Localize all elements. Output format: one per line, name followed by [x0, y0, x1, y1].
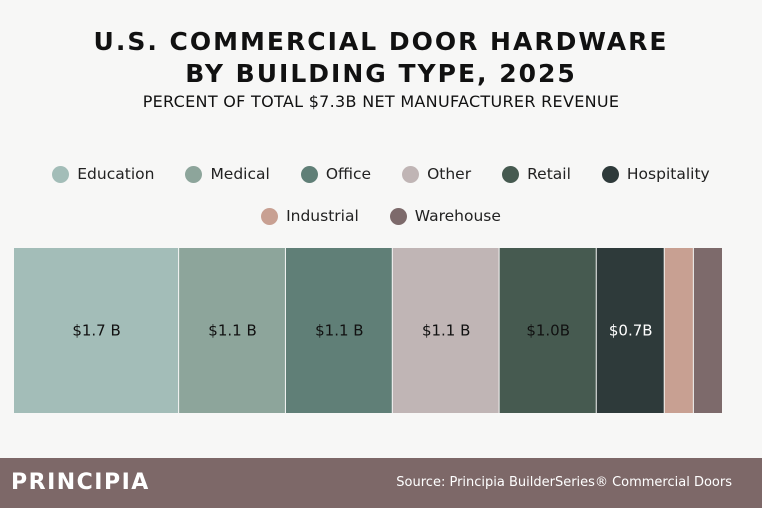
legend-item-medical: Medical	[185, 165, 270, 183]
data-label-office: $1.1 B	[315, 322, 363, 340]
legend-row-2: Industrial Warehouse	[0, 207, 762, 225]
legend-item-retail: Retail	[502, 165, 571, 183]
legend-label: Hospitality	[626, 165, 710, 183]
legend-item-warehouse: Warehouse	[389, 207, 501, 225]
chart-title-line-2: BY BUILDING TYPE, 2025	[185, 59, 577, 88]
bar-segment-medical	[179, 248, 285, 413]
bar-segment-warehouse	[693, 248, 722, 413]
data-label-retail: $1.0B	[526, 322, 570, 340]
bar-segment-office	[285, 248, 392, 413]
legend-label: Office	[325, 165, 372, 183]
legend-swatch	[52, 165, 70, 183]
bar-segment-industrial	[664, 248, 693, 413]
legend-item-education: Education	[52, 165, 154, 183]
legend-label: Education	[77, 165, 155, 183]
bar-segment-retail	[499, 248, 596, 413]
legend-label: Medical	[210, 165, 270, 183]
data-label-medical: $1.1 B	[208, 322, 256, 340]
stacked-bar-chart: $1.7 B $1.1 B $1.1 B $1.1 B $1.0B $0.7B	[14, 248, 722, 413]
bar-segment-hospitality	[596, 248, 664, 413]
bar-segment-other	[392, 248, 499, 413]
legend-swatch	[389, 207, 407, 225]
bar-segment-education	[14, 248, 179, 413]
legend-label: Retail	[527, 165, 571, 183]
legend-swatch	[402, 165, 420, 183]
legend-swatch	[185, 165, 203, 183]
data-label-other: $1.1 B	[422, 322, 470, 340]
legend-swatch	[300, 165, 318, 183]
data-label-education: $1.7 B	[72, 322, 120, 340]
legend-item-hospitality: Hospitality	[601, 165, 710, 183]
source-note: Source: Principia BuilderSeries® Commerc…	[396, 475, 732, 490]
legend-item-office: Office	[300, 165, 372, 183]
legend-label: Warehouse	[414, 207, 501, 225]
legend-row-1: Education Medical Office Other Retail Hospita…	[0, 165, 762, 183]
legend-label: Industrial	[286, 207, 359, 225]
chart-title: U.S. COMMERCIAL DOOR HARDWARE BY BUILDIN…	[0, 26, 762, 90]
legend-label: Other	[427, 165, 472, 183]
legend-swatch	[601, 165, 619, 183]
chart-title-line-1: U.S. COMMERCIAL DOOR HARDWARE	[93, 27, 669, 56]
chart-subtitle: PERCENT OF TOTAL $7.3B NET MANUFACTURER …	[142, 92, 620, 111]
data-label-hospitality: $0.7B	[609, 322, 653, 340]
footer-bar: PRINCIPIA Source: Principia BuilderSerie…	[0, 458, 762, 508]
legend-swatch	[502, 165, 520, 183]
legend-swatch	[261, 207, 279, 225]
legend-item-industrial: Industrial	[261, 207, 359, 225]
legend-item-other: Other	[402, 165, 471, 183]
brand-logo: PRINCIPIA	[11, 470, 150, 495]
